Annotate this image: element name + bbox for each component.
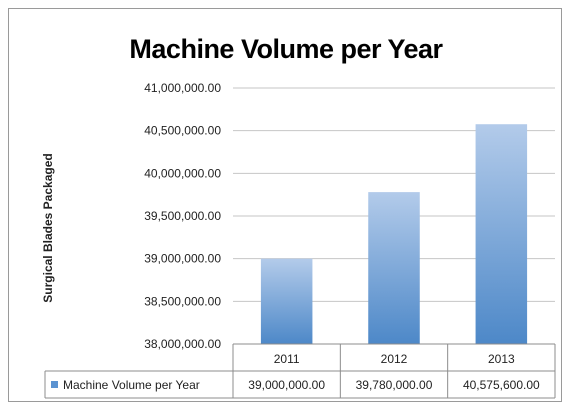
chart-title: Machine Volume per Year <box>129 34 443 64</box>
y-tick-label: 39,000,000.00 <box>144 252 221 266</box>
x-tick-label: 2012 <box>381 352 408 366</box>
y-tick-label: 38,000,000.00 <box>144 337 221 351</box>
y-tick-label: 39,500,000.00 <box>144 209 221 223</box>
bar-2013 <box>475 124 528 344</box>
data-table-value: 40,575,600.00 <box>463 378 540 392</box>
bar-2011 <box>260 258 313 344</box>
legend-label: Machine Volume per Year <box>63 378 200 392</box>
y-tick-label: 40,000,000.00 <box>144 166 221 180</box>
legend-key <box>51 381 58 388</box>
data-table-value: 39,000,000.00 <box>248 378 325 392</box>
bar-2012 <box>368 192 420 344</box>
y-tick-label: 40,500,000.00 <box>144 124 221 138</box>
y-tick-label: 41,000,000.00 <box>144 81 221 95</box>
y-tick-label: 38,500,000.00 <box>144 294 221 308</box>
x-tick-label: 2013 <box>488 352 515 366</box>
data-table-value: 39,780,000.00 <box>356 378 433 392</box>
x-tick-label: 2011 <box>274 352 300 366</box>
